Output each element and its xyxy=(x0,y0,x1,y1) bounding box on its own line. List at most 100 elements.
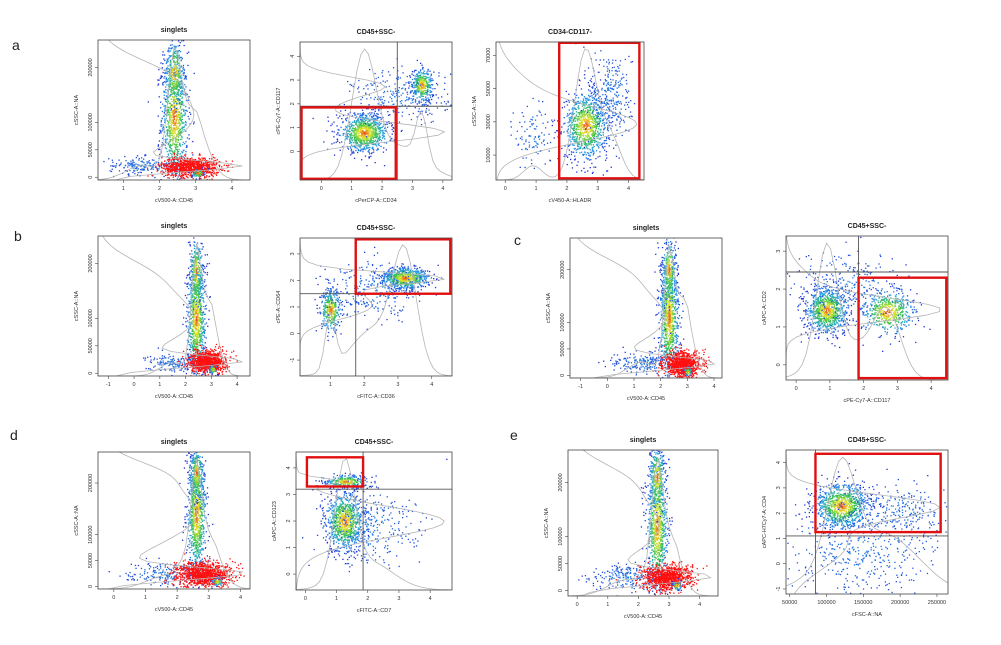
event-point xyxy=(581,123,583,125)
event-point xyxy=(384,100,386,102)
event-point xyxy=(178,136,180,138)
event-point xyxy=(376,128,378,130)
event-point xyxy=(595,127,597,130)
event-point xyxy=(583,113,585,115)
event-point xyxy=(612,108,615,110)
event-point xyxy=(174,122,176,124)
event-point xyxy=(193,161,195,163)
event-point xyxy=(181,164,183,166)
plot-a2: CD45+SSC-0 1 2 3 401234cPerCP-A::CD34cPE-Cy7… xyxy=(276,29,453,204)
event-point xyxy=(159,148,161,150)
event-point xyxy=(423,89,425,92)
event-point xyxy=(422,87,424,89)
event-point xyxy=(175,68,177,70)
event-point xyxy=(391,124,393,126)
event-point xyxy=(372,108,374,111)
event-point xyxy=(216,159,218,161)
event-point xyxy=(585,99,587,101)
event-point xyxy=(179,42,181,44)
event-point xyxy=(569,144,571,146)
event-point xyxy=(164,106,167,108)
event-point xyxy=(170,98,172,100)
event-point xyxy=(351,139,353,141)
event-point xyxy=(573,132,575,135)
event-point xyxy=(578,136,581,138)
event-point xyxy=(163,167,165,170)
event-point xyxy=(339,142,341,144)
event-point xyxy=(600,131,602,133)
event-point xyxy=(166,156,168,158)
event-point xyxy=(169,118,171,121)
event-point xyxy=(180,115,182,117)
event-point xyxy=(193,173,195,175)
event-point xyxy=(367,120,369,123)
event-point xyxy=(572,128,575,130)
event-point xyxy=(185,163,187,166)
event-point xyxy=(383,132,386,135)
event-point xyxy=(175,162,177,164)
event-point xyxy=(573,159,576,161)
event-point xyxy=(176,63,178,65)
event-point xyxy=(183,161,186,163)
y-tick-label: 1 xyxy=(290,126,296,129)
event-point xyxy=(353,121,356,123)
event-point xyxy=(165,140,167,143)
event-point xyxy=(421,98,423,100)
event-point xyxy=(164,193,165,194)
event-point xyxy=(356,124,358,126)
event-point xyxy=(420,99,423,101)
event-point xyxy=(588,104,590,106)
event-point xyxy=(333,142,335,144)
event-point xyxy=(161,83,164,85)
event-point xyxy=(354,138,356,140)
event-point xyxy=(593,134,595,136)
event-point xyxy=(395,77,398,80)
event-point xyxy=(175,127,177,129)
event-point xyxy=(387,114,390,116)
event-point xyxy=(133,162,135,164)
event-point xyxy=(127,173,130,175)
event-point xyxy=(177,71,180,73)
event-point xyxy=(378,123,380,126)
event-point xyxy=(378,135,381,137)
event-point xyxy=(366,132,369,134)
event-point xyxy=(167,168,169,170)
event-point xyxy=(572,124,574,126)
event-point xyxy=(585,100,588,102)
event-point xyxy=(588,128,590,130)
event-point xyxy=(603,82,605,84)
event-point xyxy=(591,172,594,174)
event-point xyxy=(166,61,168,63)
event-point xyxy=(347,135,349,138)
event-point xyxy=(597,145,599,148)
event-point xyxy=(201,165,203,167)
event-point xyxy=(576,139,578,141)
event-point xyxy=(187,166,189,169)
event-point xyxy=(165,148,168,150)
event-point xyxy=(596,112,598,114)
event-point xyxy=(606,70,608,72)
event-point xyxy=(611,117,613,119)
event-point xyxy=(387,71,390,73)
event-point xyxy=(386,80,388,82)
event-point xyxy=(425,99,427,102)
event-point xyxy=(620,108,622,110)
event-point xyxy=(578,84,580,86)
event-point xyxy=(585,112,588,115)
event-point xyxy=(124,155,126,158)
event-point xyxy=(408,97,410,99)
event-point xyxy=(204,157,206,159)
event-point xyxy=(179,92,182,95)
event-point xyxy=(359,119,362,121)
event-point xyxy=(352,142,355,144)
event-point xyxy=(180,162,183,164)
event-point xyxy=(132,165,134,167)
event-point xyxy=(373,149,375,151)
event-point xyxy=(617,115,619,118)
event-point xyxy=(163,115,165,117)
event-point xyxy=(116,163,118,165)
event-point xyxy=(429,96,432,98)
event-point xyxy=(345,125,347,128)
event-point xyxy=(587,154,590,156)
event-point xyxy=(365,124,367,126)
